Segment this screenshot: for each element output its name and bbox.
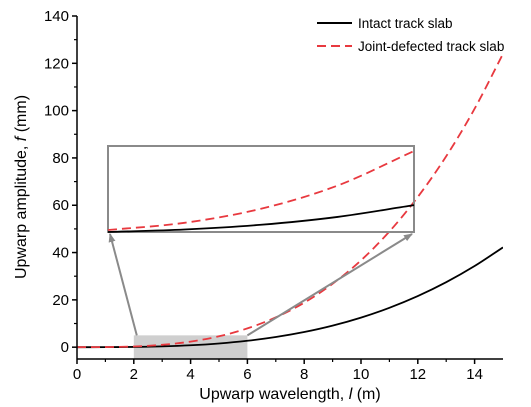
- x-tick-label: 6: [243, 366, 251, 383]
- x-tick-label: 2: [130, 366, 138, 383]
- inset-series-line-joint-defected: [107, 150, 415, 231]
- zoom-highlight-box: [133, 335, 248, 359]
- zoom-arrow-right: [246, 233, 413, 337]
- zoom-arrow-left: [108, 233, 138, 336]
- zoom-region: [133, 335, 248, 359]
- legend: Intact track slab Joint-defected track s…: [317, 16, 504, 54]
- x-tick-label: 10: [353, 366, 370, 383]
- y-axis-title-var: f: [13, 135, 30, 141]
- y-axis-title-pre: Upwarp amplitude,: [13, 141, 30, 279]
- x-axis-title-var: l: [349, 386, 353, 403]
- x-axis-title-unit: (m): [352, 386, 380, 403]
- y-tick-label: 100: [44, 103, 69, 120]
- y-tick-label: 40: [52, 245, 69, 262]
- y-tick-label: 80: [52, 150, 69, 167]
- inset-frame: [107, 145, 415, 233]
- x-tick-label: 12: [409, 366, 426, 383]
- y-tick-label: 20: [52, 292, 69, 309]
- legend-label-joint-defected: Joint-defected track slab: [358, 39, 504, 54]
- x-tick-label: 4: [186, 366, 194, 383]
- series-line-intact: [77, 246, 503, 349]
- x-tick-label: 8: [300, 366, 308, 383]
- y-tick-label: 0: [61, 339, 69, 356]
- x-axis-title: Upwarp wavelength, l (m): [199, 386, 380, 403]
- x-tick-label: 14: [466, 366, 483, 383]
- y-axis-title: Upwarp amplitude, f (mm): [13, 95, 30, 279]
- x-tick-label: 0: [73, 366, 81, 383]
- y-tick-label: 60: [52, 197, 69, 214]
- inset-series-line-intact: [107, 204, 415, 233]
- y-axis-title-unit: (mm): [13, 95, 30, 137]
- series-layer: [77, 53, 503, 349]
- legend-label-intact: Intact track slab: [358, 16, 453, 31]
- y-tick-label: 140: [44, 8, 69, 25]
- x-axis-title-pre: Upwarp wavelength,: [199, 386, 348, 403]
- series-line-joint-defected: [77, 53, 503, 349]
- y-tick-label: 120: [44, 55, 69, 72]
- inset-zoom: [107, 145, 415, 337]
